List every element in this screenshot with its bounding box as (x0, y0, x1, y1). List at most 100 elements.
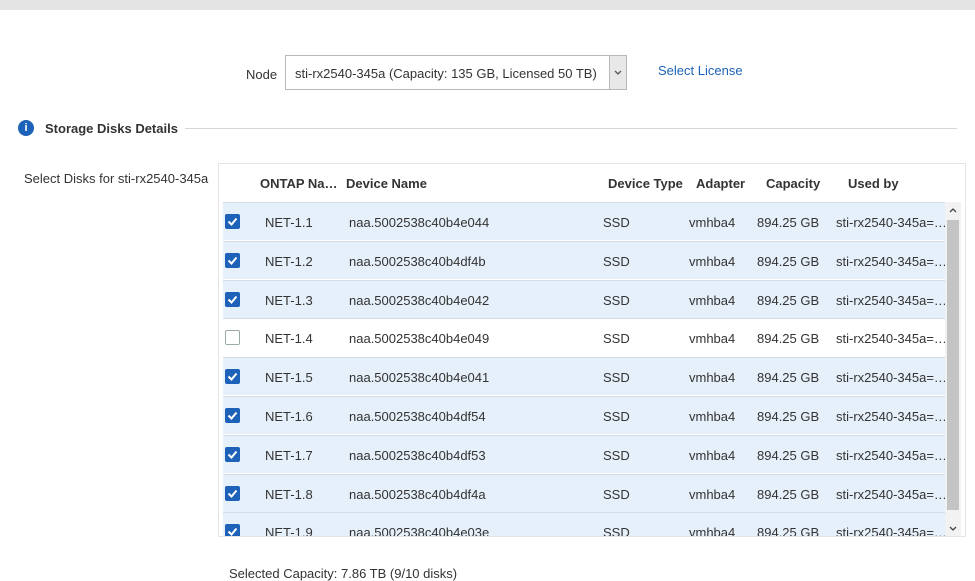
table-row[interactable]: NET-1.4 naa.5002538c40b4e049 SSD vmhba4 894.… (223, 318, 945, 357)
table-cell: sti-rx2540-345a=… (836, 215, 945, 230)
column-header: Device Name (346, 176, 427, 191)
check (227, 489, 238, 498)
check (227, 450, 238, 459)
table-cell: SSD (603, 525, 630, 537)
check (227, 528, 238, 536)
table-cell: naa.5002538c40b4df54 (349, 409, 486, 424)
check (227, 411, 238, 420)
table-cell: SSD (603, 253, 630, 269)
table-row[interactable]: NET-1.6 naa.5002538c40b4df54 SSD vmhba4 894.… (223, 396, 945, 434)
table-cell: vmhba4 (689, 525, 736, 537)
table-cell: SSD (603, 486, 630, 502)
scroll-thumb[interactable] (947, 220, 959, 510)
table-cell: vmhba4 (689, 486, 736, 502)
row-checkbox[interactable] (225, 369, 240, 385)
disks-label: Select Disks for sti-rx2540-345a (24, 171, 209, 186)
node-select-value: sti-rx2540-345a (Capacity: 135 GB, Licen… (295, 66, 597, 81)
table-cell: 894.25 GB (757, 525, 820, 537)
disk-table: NET-1.1 naa.5002538c40b4e044 SSD vmhba4 894.… (218, 163, 966, 537)
table-row[interactable]: NET-1.9 naa.5002538c40b4e03e SSD vmhba4 894.… (223, 512, 945, 537)
table-cell: vmhba4 (689, 253, 736, 269)
divider (185, 128, 957, 129)
chevron (614, 70, 622, 75)
row-checkbox[interactable] (225, 485, 240, 501)
table-cell: naa.5002538c40b4e049 (349, 331, 490, 347)
info-icon: i (18, 120, 34, 136)
scroll-up[interactable] (948, 205, 958, 215)
top-bar (0, 0, 975, 10)
table-cell: naa.5002538c40b4e042 (349, 292, 490, 308)
table-cell: NET-1.6 (265, 409, 313, 424)
table-row[interactable]: NET-1.7 naa.5002538c40b4df53 SSD vmhba4 894.… (223, 434, 945, 473)
scrollbar[interactable] (945, 202, 961, 536)
row-checkbox[interactable] (225, 524, 240, 536)
table-row[interactable]: NET-1.5 naa.5002538c40b4e041 SSD vmhba4 894.… (223, 357, 945, 396)
row-checkbox[interactable] (225, 446, 240, 462)
table-cell: NET-1.5 (265, 370, 313, 386)
table-row[interactable]: NET-1.8 naa.5002538c40b4df4a SSD vmhba4 894.… (223, 473, 945, 512)
select-license-link[interactable]: Select License (658, 63, 743, 78)
table-cell: NET-1.7 (265, 447, 313, 463)
table-cell: sti-rx2540-345a=… (836, 292, 945, 308)
table-cell: NET-1.1 (265, 215, 313, 230)
node-label: Node (246, 67, 278, 82)
table-cell: SSD (603, 292, 630, 308)
table-cell: NET-1.8 (265, 486, 313, 502)
table-cell: naa.5002538c40b4e044 (349, 215, 490, 230)
dropdown-button[interactable] (609, 56, 626, 89)
table-cell: vmhba4 (689, 215, 736, 230)
table-cell: naa.5002538c40b4e03e (349, 525, 490, 537)
check (227, 256, 238, 265)
table-cell: naa.5002538c40b4df4a (349, 486, 486, 502)
column-header: Used by (848, 176, 899, 191)
table-row[interactable]: NET-1.3 naa.5002538c40b4e042 SSD vmhba4 894.… (223, 279, 945, 318)
table-cell: 894.25 GB (757, 409, 820, 424)
table-cell: vmhba4 (689, 409, 736, 424)
check (227, 373, 238, 382)
table-cell: 894.25 GB (757, 486, 820, 502)
check (227, 217, 238, 226)
table-cell: sti-rx2540-345a=… (836, 253, 945, 269)
table-cell: 894.25 GB (757, 215, 820, 230)
table-cell: naa.5002538c40b4df53 (349, 447, 486, 463)
table-cell: 894.25 GB (757, 292, 820, 308)
table-cell: 894.25 GB (757, 447, 820, 463)
column-header: Capacity (766, 176, 821, 191)
selected-capacity: Selected Capacity: 7.86 TB (9/10 disks) (229, 566, 458, 581)
table-cell: naa.5002538c40b4e041 (349, 370, 490, 386)
table-cell: sti-rx2540-345a=… (836, 409, 945, 424)
row-checkbox[interactable] (225, 214, 240, 229)
table-cell: 894.25 GB (757, 253, 820, 269)
column-header: Adapter (696, 176, 746, 191)
table-cell: vmhba4 (689, 292, 736, 308)
table-cell: naa.5002538c40b4df4b (349, 253, 486, 269)
scroll-down[interactable] (948, 524, 958, 534)
table-cell: NET-1.9 (265, 525, 313, 537)
table-row[interactable]: NET-1.1 naa.5002538c40b4e044 SSD vmhba4 894.… (223, 202, 945, 240)
table-cell: vmhba4 (689, 370, 736, 386)
table-body: NET-1.1 naa.5002538c40b4e044 SSD vmhba4 894.… (223, 202, 945, 537)
table-row[interactable]: NET-1.2 naa.5002538c40b4df4b SSD vmhba4 894.… (223, 240, 945, 279)
table-cell: vmhba4 (689, 447, 736, 463)
table-cell: NET-1.4 (265, 331, 313, 347)
table-cell: sti-rx2540-345a=… (836, 370, 945, 386)
row-checkbox[interactable] (225, 252, 240, 268)
table-cell: sti-rx2540-345a=… (836, 525, 945, 537)
section-title: Storage Disks Details (45, 121, 178, 136)
table-cell: 894.25 GB (757, 370, 820, 386)
row-checkbox[interactable] (225, 330, 240, 346)
row-checkbox[interactable] (225, 291, 240, 307)
table-cell: sti-rx2540-345a=… (836, 486, 945, 502)
table-cell: sti-rx2540-345a=… (836, 331, 945, 347)
row-checkbox[interactable] (225, 408, 240, 423)
table-cell: SSD (603, 370, 630, 386)
column-header: ONTAP Na… (260, 176, 338, 191)
check (227, 295, 238, 304)
table-cell: NET-1.3 (265, 292, 313, 308)
table-cell: SSD (603, 215, 630, 230)
column-header: Device Type (608, 176, 683, 191)
node-select[interactable]: sti-rx2540-345a (Capacity: 135 GB, Licen… (285, 55, 627, 90)
table-cell: SSD (603, 331, 630, 347)
table-cell: vmhba4 (689, 331, 736, 347)
